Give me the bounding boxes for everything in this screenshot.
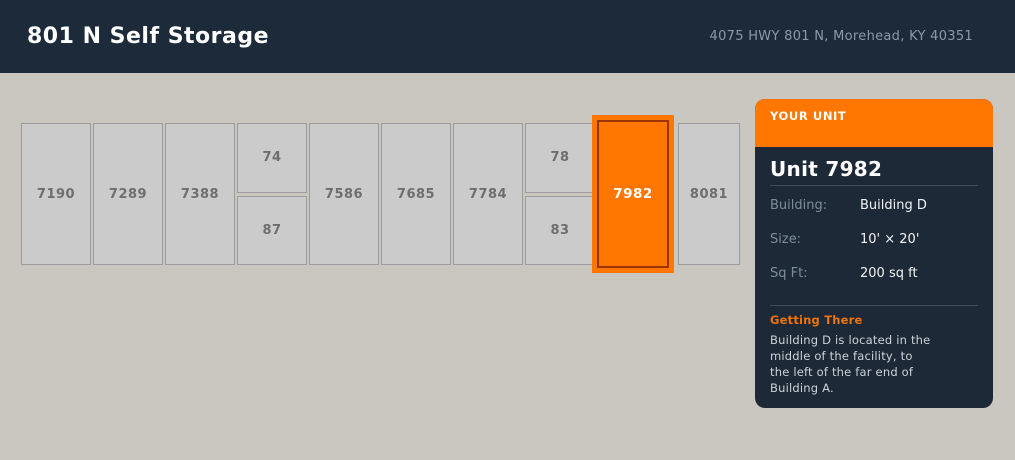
- field-sqft: Sq Ft: 200 sq ft: [770, 266, 978, 281]
- field-building: Building: Building D: [770, 198, 978, 213]
- unit-7289[interactable]: 7289: [93, 123, 163, 265]
- app-header: 801 N Self Storage 4075 HWY 801 N, Moreh…: [0, 0, 1015, 73]
- your-unit-panel: YOUR UNIT Unit 7982 Building: Building D…: [755, 99, 993, 408]
- unit-title: Unit 7982: [770, 157, 883, 181]
- unit-column-74-87: 74 87: [237, 123, 307, 265]
- directions-title: Getting There: [770, 313, 863, 327]
- field-value: 200 sq ft: [860, 266, 918, 281]
- unit-78[interactable]: 78: [525, 123, 595, 193]
- unit-7586[interactable]: 7586: [309, 123, 379, 265]
- unit-7388[interactable]: 7388: [165, 123, 235, 265]
- directions-text: Building D is located in the middle of t…: [770, 333, 931, 395]
- unit-7982-selected[interactable]: 7982: [592, 115, 674, 273]
- panel-body: Unit 7982 Building: Building D Size: 10'…: [755, 147, 993, 408]
- unit-7190[interactable]: 7190: [21, 123, 91, 265]
- facility-map: 7190 7289 7388 74 87 7586 7685 7784 78 8…: [21, 115, 740, 273]
- panel-banner: YOUR UNIT: [755, 99, 993, 147]
- field-label: Building:: [770, 198, 828, 213]
- unit-87[interactable]: 87: [237, 195, 307, 265]
- facility-title: 801 N Self Storage: [27, 24, 270, 49]
- field-value: 10' × 20': [860, 232, 920, 247]
- facility-address: 4075 HWY 801 N, Morehead, KY 40351: [709, 29, 973, 44]
- divider: [770, 185, 978, 186]
- unit-83[interactable]: 83: [525, 195, 595, 265]
- unit-column-78-83: 78 83: [525, 123, 595, 265]
- unit-7685[interactable]: 7685: [381, 123, 451, 265]
- field-value: Building D: [860, 198, 927, 213]
- field-label: Sq Ft:: [770, 266, 808, 281]
- field-size: Size: 10' × 20': [770, 232, 978, 247]
- unit-7784[interactable]: 7784: [453, 123, 523, 265]
- unit-7982-label: 7982: [597, 120, 669, 268]
- unit-8081[interactable]: 8081: [678, 123, 740, 265]
- field-label: Size:: [770, 232, 802, 247]
- unit-74[interactable]: 74: [237, 123, 307, 193]
- divider: [770, 305, 978, 306]
